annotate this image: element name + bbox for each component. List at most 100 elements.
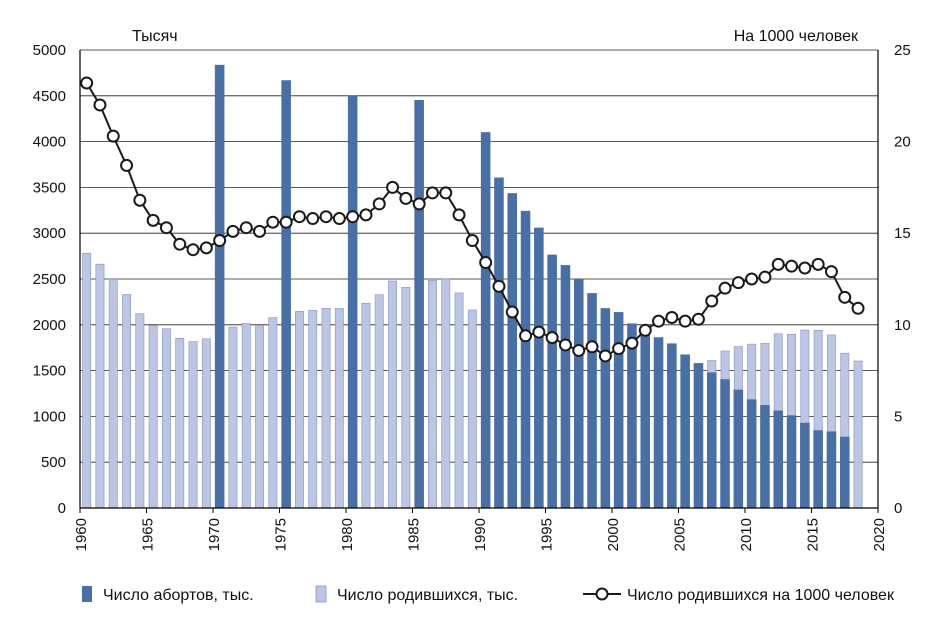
bar-births-1986	[428, 279, 437, 509]
rate-point-1963	[120, 158, 134, 172]
bar-abortions-2017	[839, 436, 850, 508]
rate-point-1997	[572, 343, 586, 357]
rate-point-1973	[253, 224, 267, 238]
bar-births-1967	[175, 338, 185, 509]
rate-point-1976	[292, 210, 306, 224]
rate-point-2001	[625, 336, 639, 350]
bar-abortions-1990	[480, 132, 491, 508]
bar-births-1964	[135, 313, 145, 509]
rate-point-2003	[652, 314, 666, 328]
bar-births-1971	[228, 326, 238, 509]
bar-abortions-2011	[760, 405, 770, 508]
rate-point-1993	[519, 329, 533, 343]
x-tick-label: 1960	[73, 518, 90, 551]
rate-point-1960	[80, 76, 94, 90]
rate-point-1996	[558, 338, 572, 352]
bar-births-1962	[108, 280, 118, 509]
rate-point-2004	[665, 310, 679, 324]
x-tick-label: 1995	[539, 518, 556, 551]
bar-births-1972	[241, 323, 251, 509]
legend-marker-birth-rate	[595, 587, 609, 601]
bar-births-1974	[268, 317, 278, 509]
bar-births-1961	[95, 263, 105, 509]
left-tick-label: 1000	[33, 408, 66, 425]
rate-point-1994	[532, 325, 546, 339]
legend-item-abortions: Число абортов, тыс.	[82, 586, 254, 604]
rate-point-2008	[718, 281, 732, 295]
bar-abortions-1980	[347, 95, 358, 508]
bar-abortions-1997	[573, 279, 584, 508]
rate-point-1970	[213, 234, 227, 248]
bar-abortions-1996	[560, 265, 571, 508]
rate-point-1988	[452, 208, 466, 222]
x-tick-label: 1975	[273, 518, 290, 551]
right-tick-label: 20	[894, 134, 911, 151]
bar-abortions-2012	[773, 410, 784, 508]
bar-abortions-1994	[534, 227, 544, 508]
bar-abortions-1970	[214, 64, 225, 508]
rate-point-1971	[226, 224, 240, 238]
tick-labels: 0 500 1000 1500 2000 2500 3000 3500 4000 4500 5000…	[33, 42, 911, 551]
rate-point-1985	[412, 197, 426, 211]
bar-births-1973	[255, 324, 264, 509]
rate-point-1983	[386, 180, 400, 194]
bar-abortions-2002	[640, 329, 651, 508]
rate-point-1990	[479, 256, 493, 270]
bar-abortions-2004	[667, 343, 677, 508]
bar-abortions-2003	[653, 337, 664, 508]
left-tick-label: 3000	[33, 225, 66, 242]
bar-abortions-1991	[494, 177, 504, 508]
legend-swatch-births	[315, 585, 327, 603]
right-tick-label: 10	[894, 317, 911, 334]
left-tick-label: 4500	[33, 88, 66, 105]
rate-point-1969	[199, 241, 213, 255]
rate-point-1974	[266, 215, 280, 229]
rate-point-2014	[798, 261, 812, 275]
rate-point-2002	[638, 323, 652, 337]
bar-births-1989	[467, 309, 477, 509]
rate-point-2010	[745, 272, 759, 286]
left-tick-label: 2000	[33, 317, 66, 334]
rate-point-1968	[186, 243, 200, 257]
right-tick-label: 5	[894, 408, 902, 425]
x-tick-label: 1980	[339, 518, 356, 551]
legend-swatch-abortions	[82, 586, 92, 602]
bar-abortions-2007	[706, 372, 717, 508]
bar-abortions-2005	[680, 354, 690, 508]
x-tick-label: 2005	[672, 518, 689, 551]
birth-rate-line	[80, 76, 865, 363]
bar-abortions-2015	[813, 430, 823, 508]
births-bars	[82, 252, 863, 509]
rate-point-1962	[106, 129, 120, 143]
bar-births-1979	[334, 308, 344, 509]
x-tick-label: 2000	[605, 518, 622, 551]
bar-births-1984	[401, 287, 411, 509]
bar-births-1988	[454, 292, 464, 509]
bar-births-1963	[122, 294, 131, 509]
bar-births-1982	[374, 294, 384, 509]
bar-births-1976	[295, 311, 304, 509]
rate-point-1961	[93, 98, 107, 112]
bar-births-1968	[188, 341, 198, 509]
bar-abortions-2010	[746, 399, 757, 508]
legend: Число абортов, тыс. Число родившихся, ты…	[82, 585, 895, 604]
bar-births-1978	[321, 308, 331, 509]
right-axis-unit-label: На 1000 человек	[734, 28, 859, 45]
right-tick-label: 0	[894, 500, 902, 517]
rate-point-1972	[239, 221, 253, 235]
rate-point-1966	[159, 221, 173, 235]
bar-births-1960	[82, 252, 92, 509]
rate-point-1999	[598, 349, 612, 363]
rate-point-1979	[332, 212, 346, 226]
legend-label-births: Число родившихся, тыс.	[337, 587, 518, 604]
bar-births-1965	[148, 325, 158, 509]
rate-point-1992	[505, 305, 519, 319]
left-axis-unit-label: Тысяч	[132, 28, 178, 45]
rate-point-1989	[465, 234, 479, 248]
left-tick-label: 500	[41, 454, 66, 471]
rate-point-1967	[173, 237, 187, 251]
rate-point-2009	[731, 276, 745, 290]
left-tick-label: 3500	[33, 179, 66, 196]
bar-abortions-1975	[281, 80, 291, 508]
